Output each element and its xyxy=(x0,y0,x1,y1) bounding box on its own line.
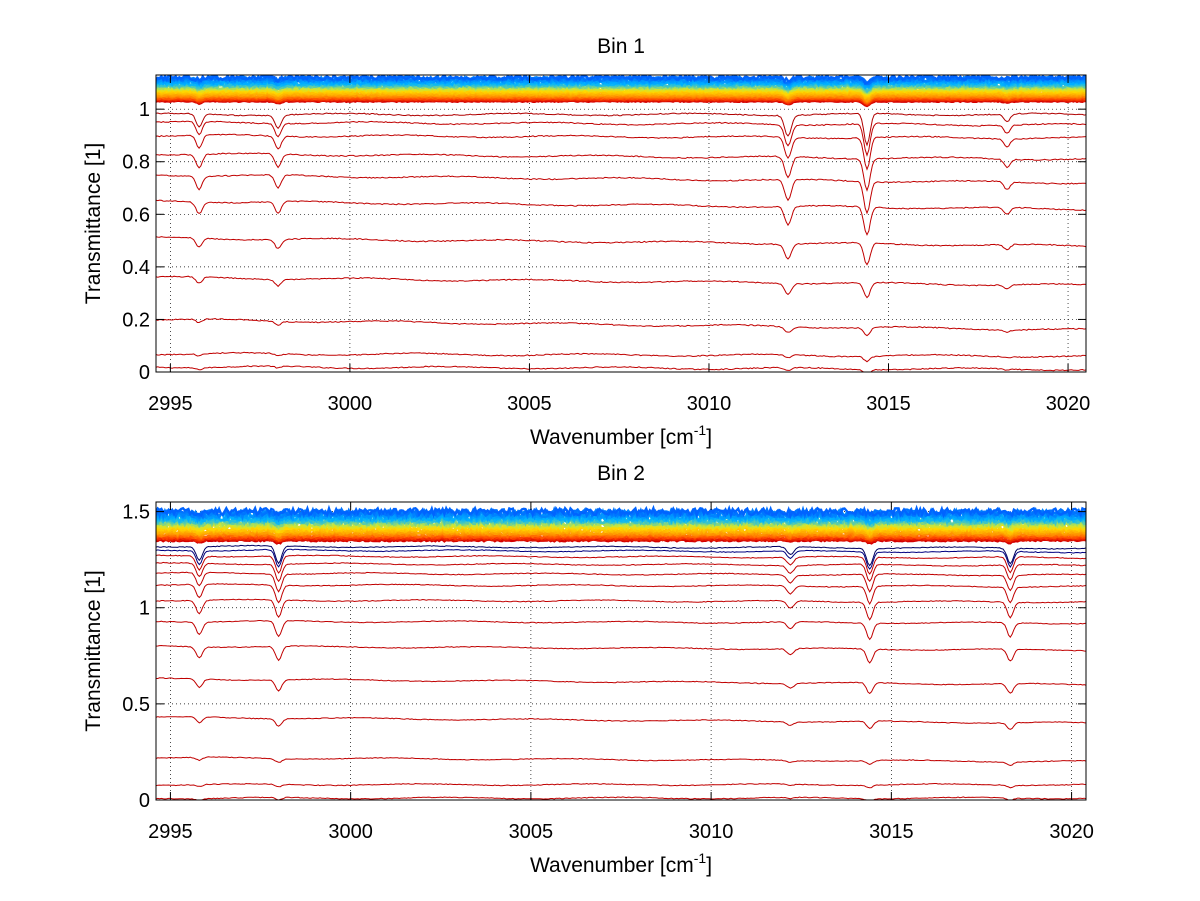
x-tick-label: 3000 xyxy=(328,821,373,843)
spectrum-line xyxy=(156,236,1086,266)
x-axis-label: Wavenumber [cm-1] xyxy=(530,422,712,449)
x-tick-label: 2995 xyxy=(148,393,193,415)
y-axis-label: Transmittance [1] xyxy=(82,143,105,304)
spectrum-line xyxy=(156,716,1086,730)
spectrum-line xyxy=(156,644,1086,664)
x-tick-label: 3010 xyxy=(689,821,734,843)
spectrum-line xyxy=(156,554,1086,575)
x-axis-label: Wavenumber [cm-1] xyxy=(530,850,712,877)
spectrum-line xyxy=(156,199,1086,236)
spectrum-line xyxy=(156,120,1086,157)
spectrum-line xyxy=(156,112,1086,147)
spectrum-line xyxy=(156,351,1086,363)
y-tick-label: 1.5 xyxy=(122,502,150,524)
spectrum-band-line xyxy=(156,75,1086,86)
x-tick-label: 3000 xyxy=(328,393,373,415)
spectrum-line xyxy=(156,782,1086,789)
axes-box xyxy=(155,501,1087,801)
series-group xyxy=(156,504,1086,800)
x-tick-label: 3015 xyxy=(869,821,914,843)
spectrum-line xyxy=(156,152,1086,192)
chart-title: Bin 2 xyxy=(597,462,645,485)
y-tick-label: 0.5 xyxy=(122,694,150,716)
spectrum-band-line xyxy=(156,519,1086,530)
x-tick-label: 2995 xyxy=(148,821,193,843)
spectrum-line xyxy=(156,561,1086,583)
spectrum-line xyxy=(156,317,1086,337)
y-tick-label: 0.4 xyxy=(122,257,150,279)
y-tick-label: 0 xyxy=(139,790,150,812)
series-group xyxy=(156,75,1086,372)
spectrum-line xyxy=(156,133,1086,171)
y-tick-label: 0.2 xyxy=(122,309,150,331)
x-tick-label: 3015 xyxy=(866,393,911,415)
spectrum-line xyxy=(156,620,1086,641)
x-tick-label: 3020 xyxy=(1046,393,1091,415)
y-tick-label: 1 xyxy=(139,598,150,620)
x-tick-label: 3010 xyxy=(687,393,732,415)
x-tick-label: 3005 xyxy=(507,393,552,415)
spectrum-band-line xyxy=(156,504,1086,520)
spectrum-line xyxy=(156,598,1086,621)
x-tick-label: 3005 xyxy=(509,821,554,843)
axes-bin-2: 2995 3000 3005 3010 3015 3020 0 0.5 1 1.5 Bin 2 Wav… xyxy=(82,462,1094,877)
y-tick-label: 0.6 xyxy=(122,204,150,226)
x-tick-label: 3020 xyxy=(1049,821,1094,843)
spectrum-band-line xyxy=(156,75,1086,86)
spectrum-line xyxy=(156,173,1086,215)
axes-bin-1: 2995 3000 3005 3010 3015 3020 0 0.2 0.4 0.6 0.8 1 Bi… xyxy=(82,35,1090,449)
spectrum-line xyxy=(156,365,1086,372)
spectrum-line xyxy=(156,548,1086,570)
spectrum-line xyxy=(156,677,1086,695)
spectrum-line xyxy=(156,583,1086,606)
spectrum-line xyxy=(156,275,1086,299)
y-tick-label: 0 xyxy=(139,362,150,384)
spectrum-line xyxy=(156,571,1086,593)
y-axis-label: Transmittance [1] xyxy=(82,570,105,731)
y-tick-label: 1 xyxy=(139,99,150,121)
spectrum-line xyxy=(156,796,1086,800)
spectrum-line xyxy=(156,544,1086,567)
y-tick-label: 0.8 xyxy=(122,152,150,174)
chart-title: Bin 1 xyxy=(597,35,645,58)
axes-box xyxy=(155,74,1087,373)
spectrum-line xyxy=(156,756,1086,767)
